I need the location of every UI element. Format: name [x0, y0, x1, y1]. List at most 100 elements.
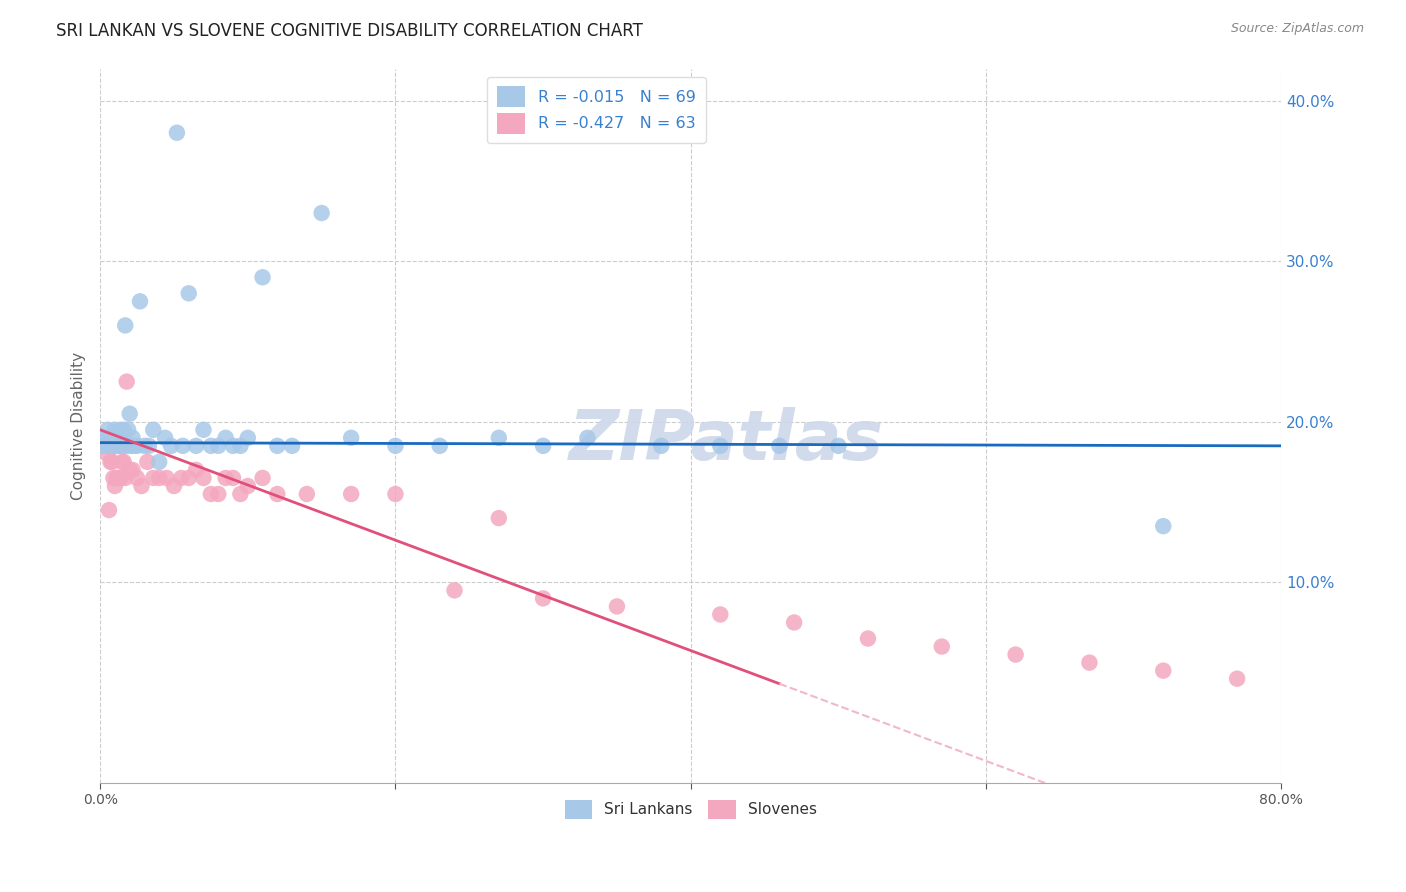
Point — [236, 479, 259, 493]
Point — [163, 479, 186, 493]
Point — [96, 439, 118, 453]
Point — [207, 439, 229, 453]
Point — [129, 294, 152, 309]
Point — [91, 431, 114, 445]
Point — [104, 423, 127, 437]
Point — [112, 439, 135, 453]
Point — [214, 431, 236, 445]
Point — [768, 439, 790, 453]
Point — [100, 439, 122, 453]
Point — [229, 487, 252, 501]
Point — [170, 471, 193, 485]
Point — [117, 423, 139, 437]
Text: SRI LANKAN VS SLOVENE COGNITIVE DISABILITY CORRELATION CHART: SRI LANKAN VS SLOVENE COGNITIVE DISABILI… — [56, 22, 643, 40]
Point — [107, 431, 129, 445]
Point — [576, 431, 599, 445]
Point — [104, 431, 127, 445]
Point — [340, 431, 363, 445]
Point — [856, 632, 879, 646]
Point — [1078, 656, 1101, 670]
Point — [429, 439, 451, 453]
Point — [281, 439, 304, 453]
Point — [101, 439, 124, 453]
Point — [1152, 664, 1174, 678]
Point — [93, 439, 115, 453]
Point — [142, 423, 165, 437]
Point — [1152, 519, 1174, 533]
Point — [184, 463, 207, 477]
Point — [125, 439, 148, 453]
Point — [98, 439, 121, 453]
Point — [266, 487, 288, 501]
Point — [103, 431, 125, 445]
Point — [108, 439, 131, 453]
Point — [96, 447, 118, 461]
Point — [120, 439, 142, 453]
Point — [105, 439, 128, 453]
Point — [193, 471, 215, 485]
Point — [100, 455, 122, 469]
Point — [122, 439, 145, 453]
Point — [112, 455, 135, 469]
Point — [112, 423, 135, 437]
Point — [103, 471, 125, 485]
Point — [107, 439, 129, 453]
Point — [136, 455, 159, 469]
Point — [295, 487, 318, 501]
Point — [91, 439, 114, 453]
Point — [114, 471, 136, 485]
Point — [108, 439, 131, 453]
Point — [783, 615, 806, 630]
Point — [827, 439, 849, 453]
Point — [105, 431, 128, 445]
Point — [118, 407, 141, 421]
Point — [252, 270, 274, 285]
Point — [488, 511, 510, 525]
Legend: Sri Lankans, Slovenes: Sri Lankans, Slovenes — [558, 794, 823, 825]
Point — [110, 439, 132, 453]
Point — [311, 206, 333, 220]
Point — [131, 479, 153, 493]
Point — [101, 439, 124, 453]
Point — [650, 439, 672, 453]
Point — [177, 471, 200, 485]
Point — [142, 471, 165, 485]
Point — [115, 439, 138, 453]
Point — [222, 471, 245, 485]
Point — [96, 423, 118, 437]
Point — [266, 439, 288, 453]
Point — [104, 439, 127, 453]
Point — [488, 431, 510, 445]
Point — [384, 487, 406, 501]
Point — [94, 439, 117, 453]
Point — [340, 487, 363, 501]
Point — [105, 471, 128, 485]
Point — [107, 439, 129, 453]
Point — [134, 439, 156, 453]
Point — [115, 375, 138, 389]
Point — [100, 439, 122, 453]
Point — [177, 286, 200, 301]
Point — [252, 471, 274, 485]
Y-axis label: Cognitive Disability: Cognitive Disability — [72, 351, 86, 500]
Point — [443, 583, 465, 598]
Point — [207, 487, 229, 501]
Text: Source: ZipAtlas.com: Source: ZipAtlas.com — [1230, 22, 1364, 36]
Point — [111, 439, 134, 453]
Point — [160, 439, 183, 453]
Point — [222, 439, 245, 453]
Point — [108, 431, 131, 445]
Point — [531, 591, 554, 606]
Point — [1226, 672, 1249, 686]
Point — [229, 439, 252, 453]
Point — [384, 439, 406, 453]
Point — [101, 431, 124, 445]
Point — [184, 439, 207, 453]
Point — [1004, 648, 1026, 662]
Point — [153, 431, 176, 445]
Point — [91, 439, 114, 453]
Point — [236, 431, 259, 445]
Point — [214, 471, 236, 485]
Point — [166, 126, 188, 140]
Point — [931, 640, 953, 654]
